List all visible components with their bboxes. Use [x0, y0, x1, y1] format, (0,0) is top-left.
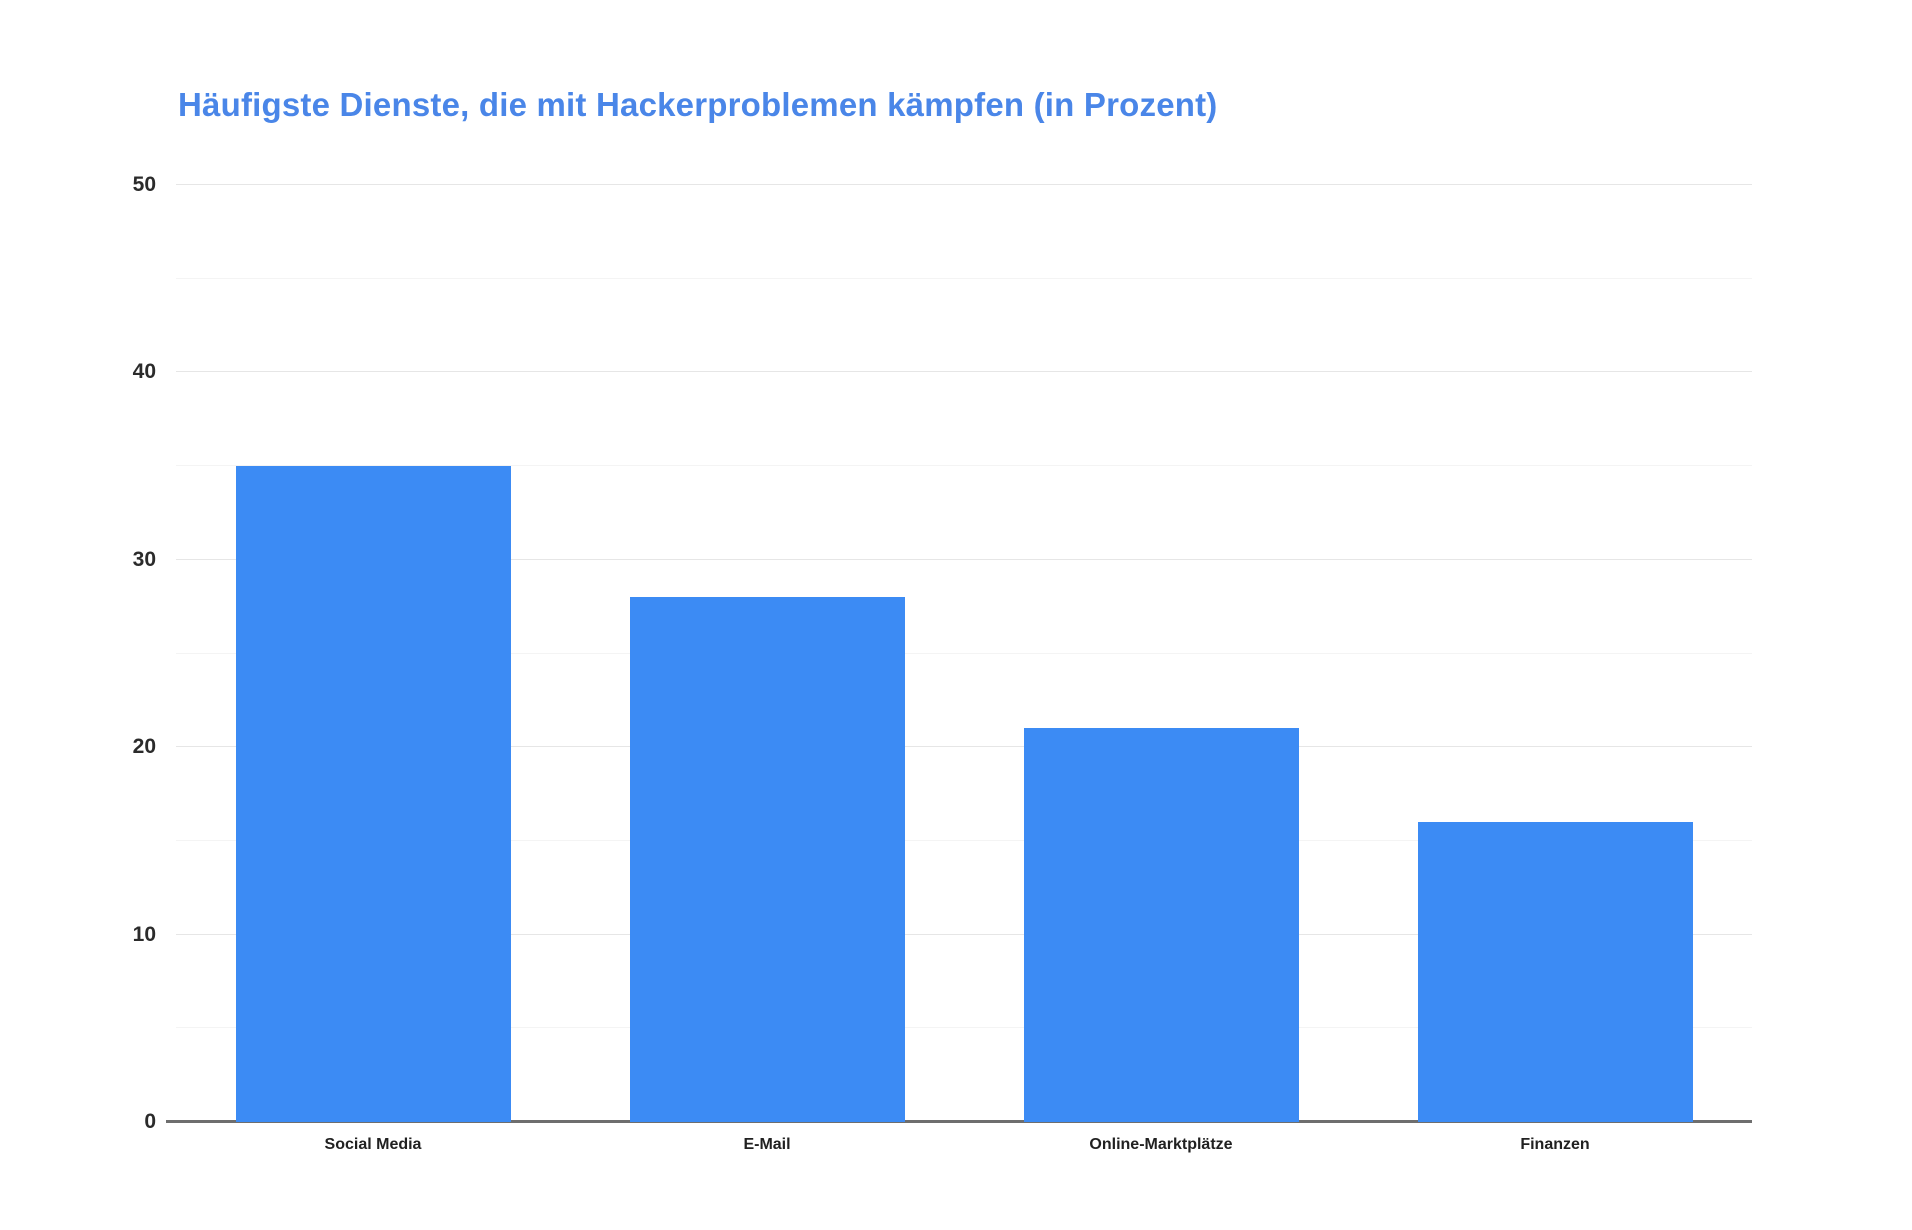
x-tick-label-finanzen: Finanzen: [1520, 1136, 1590, 1153]
major-gridline-50: [176, 184, 1752, 185]
x-tick-label-social-media: Social Media: [324, 1136, 422, 1153]
plot-area: 0 10 20 30 40 50 Social Media E-Mail Online-Mark…: [133, 173, 1752, 1153]
y-tick-label-30: 30: [132, 547, 156, 571]
y-tick-label-20: 20: [132, 735, 156, 759]
bar-social-media: [235, 466, 511, 1122]
x-tick-label-online-marktpl-tze: Online-Marktplätze: [1089, 1136, 1233, 1153]
chart-title: Häufigste Dienste, die mit Hackerproblem…: [178, 86, 1218, 123]
major-gridline-30: [176, 558, 1752, 560]
bar-online-marktpl-tze: [1023, 728, 1299, 1122]
y-tick-label-10: 10: [132, 922, 156, 946]
major-gridline-40: [176, 371, 1752, 373]
bar-finanzen: [1417, 822, 1693, 1122]
minor-gridline-25: [176, 652, 1752, 654]
y-tick-label-40: 40: [132, 360, 156, 384]
bar-e-mail: [629, 597, 905, 1122]
minor-gridline-5: [176, 1027, 1752, 1029]
x-tick-label-e-mail: E-Mail: [743, 1136, 791, 1153]
major-gridline-20: [176, 746, 1752, 748]
major-gridline-10: [176, 933, 1752, 935]
x-axis-line: [166, 1120, 1752, 1123]
minor-gridline-35: [176, 465, 1752, 467]
y-tick-label-0: 0: [144, 1110, 156, 1133]
minor-gridline-45: [176, 277, 1752, 279]
y-tick-label-50: 50: [132, 173, 156, 196]
minor-gridline-15: [176, 839, 1752, 841]
